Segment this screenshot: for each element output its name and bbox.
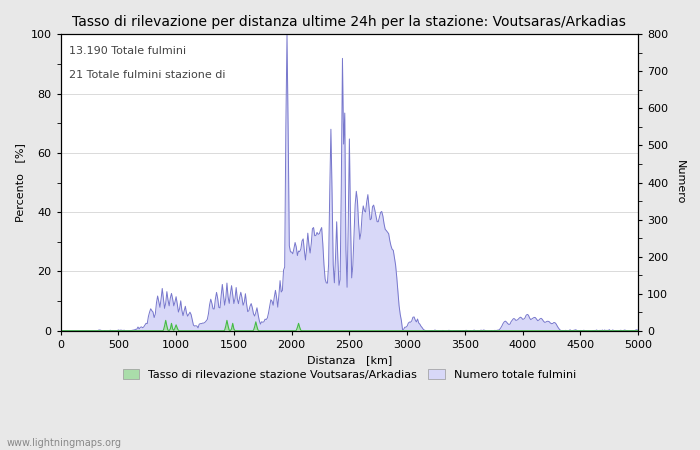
Y-axis label: Numero: Numero [675, 160, 685, 205]
Text: 21 Totale fulmini stazione di: 21 Totale fulmini stazione di [69, 70, 225, 80]
Y-axis label: Percento   [%]: Percento [%] [15, 143, 25, 222]
X-axis label: Distanza   [km]: Distanza [km] [307, 356, 392, 365]
Text: www.lightningmaps.org: www.lightningmaps.org [7, 438, 122, 448]
Legend: Tasso di rilevazione stazione Voutsaras/Arkadias, Numero totale fulmini: Tasso di rilevazione stazione Voutsaras/… [118, 365, 580, 384]
Text: 13.190 Totale fulmini: 13.190 Totale fulmini [69, 46, 186, 56]
Title: Tasso di rilevazione per distanza ultime 24h per la stazione: Voutsaras/Arkadias: Tasso di rilevazione per distanza ultime… [72, 15, 626, 29]
